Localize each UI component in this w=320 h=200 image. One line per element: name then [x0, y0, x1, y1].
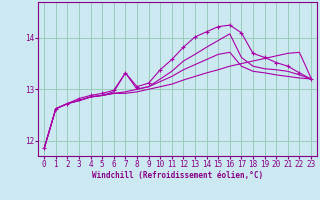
X-axis label: Windchill (Refroidissement éolien,°C): Windchill (Refroidissement éolien,°C)	[92, 171, 263, 180]
